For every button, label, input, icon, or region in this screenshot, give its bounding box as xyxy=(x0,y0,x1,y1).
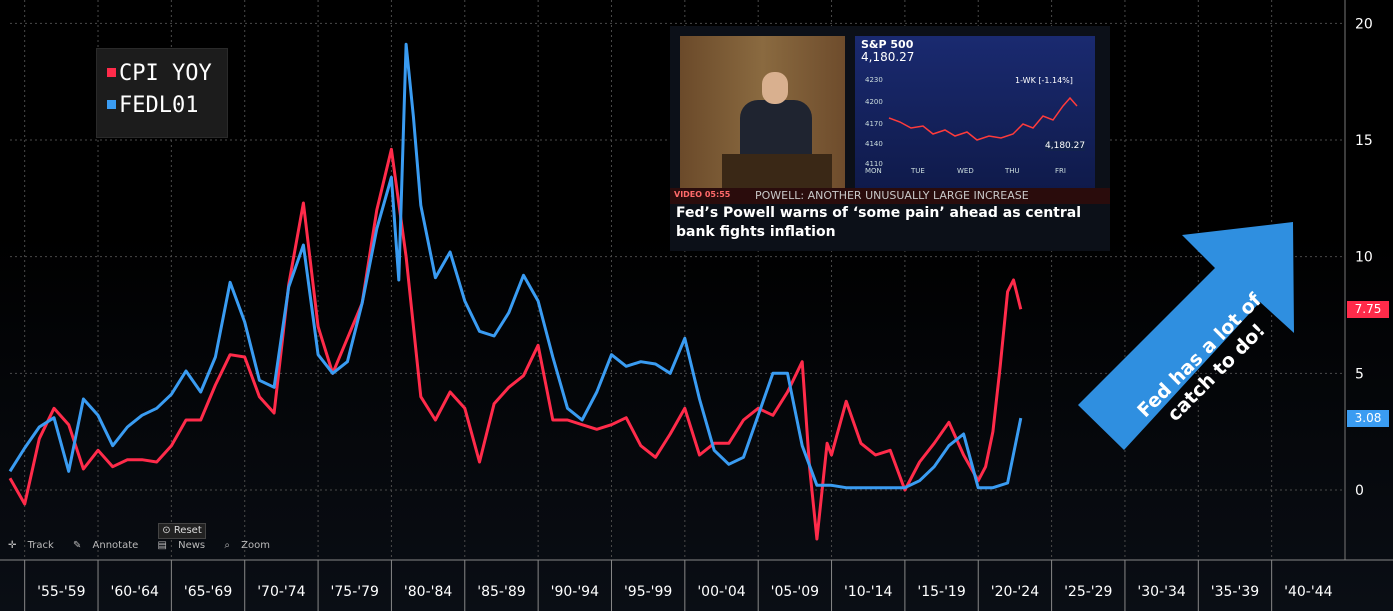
ticker-symbol: S&P 500 xyxy=(861,38,914,51)
ticker-panel: S&P 500 4,180.27 1-WK [-1.14%] 4230 4200… xyxy=(855,36,1095,191)
speaker-body xyxy=(740,100,812,162)
reset-button[interactable]: ⊙ Reset xyxy=(158,523,206,539)
ticker-last-price: 4,180.27 xyxy=(1045,141,1086,151)
reset-label: Reset xyxy=(173,525,202,536)
x-tick-label: '85-'89 xyxy=(477,584,525,600)
legend-swatch-cpi xyxy=(107,68,116,77)
news-strip: VIDEO 05:55 POWELL: ANOTHER UNUSUALLY LA… xyxy=(670,188,1110,204)
x-tick-label: '70-'74 xyxy=(257,584,305,600)
x-tick-label: '55-'59 xyxy=(37,584,85,600)
crosshair-icon: ✛ xyxy=(8,540,17,551)
ticker-xtick: WED xyxy=(957,167,974,175)
x-tick-label: '95-'99 xyxy=(624,584,672,600)
chart-toolbar: ✛ Track ✎ Annotate ▤ News ⌕ Zoom xyxy=(8,540,286,551)
x-tick-label: '90-'94 xyxy=(551,584,599,600)
ticker-xtick: FRI xyxy=(1055,167,1066,175)
ticker-ytick: 4170 xyxy=(865,120,883,128)
x-tick-label: '80-'84 xyxy=(404,584,452,600)
ticker-ytick: 4200 xyxy=(865,98,883,106)
y-tick-label: 10 xyxy=(1355,250,1373,266)
ticker-price: 4,180.27 xyxy=(861,50,915,64)
podium xyxy=(722,154,832,192)
ticker-xtick: MON xyxy=(865,167,882,175)
news-headline[interactable]: Fed’s Powell warns of ‘some pain’ ahead … xyxy=(676,205,1082,240)
x-tick-label: '15-'19 xyxy=(917,584,965,600)
series-line-cpi xyxy=(8,147,1023,541)
y-tick-label: 0 xyxy=(1355,483,1364,499)
x-tick-label: '75-'79 xyxy=(331,584,379,600)
y-tick-label: 5 xyxy=(1355,366,1364,382)
track-tool[interactable]: ✛ Track xyxy=(8,540,54,551)
last-value-tag-fed: 3.08 xyxy=(1347,410,1389,428)
x-tick-label: '40-'44 xyxy=(1284,584,1332,600)
speaker-head xyxy=(762,72,788,104)
y-tick-label: 20 xyxy=(1355,16,1373,32)
legend-label-fed: FEDL01 xyxy=(119,93,199,118)
legend-swatch-fed xyxy=(107,100,116,109)
x-tick-label: '60-'64 xyxy=(111,584,159,600)
zoom-tool[interactable]: ⌕ Zoom xyxy=(224,540,270,551)
series-line-fed xyxy=(8,42,1023,490)
ticker-ytick: 4140 xyxy=(865,140,883,148)
news-tool[interactable]: ▤ News xyxy=(157,540,206,551)
x-tick-label: '05-'09 xyxy=(771,584,819,600)
y-tick-label: 15 xyxy=(1355,133,1373,149)
x-tick-label: '25-'29 xyxy=(1064,584,1112,600)
legend-label-cpi: CPI YOY xyxy=(119,61,212,86)
ticker-ytick: 4110 xyxy=(865,160,883,168)
ticker-ytick: 4230 xyxy=(865,76,883,84)
newspaper-icon: ▤ xyxy=(157,540,167,551)
x-tick-label: '20-'24 xyxy=(991,584,1039,600)
ticker-sparkline xyxy=(888,96,1078,141)
x-tick-label: '30-'34 xyxy=(1137,584,1185,600)
ticker-xtick: TUE xyxy=(911,167,925,175)
ticker-range: 1-WK [-1.14%] xyxy=(1015,76,1073,85)
annotate-tool[interactable]: ✎ Annotate xyxy=(72,540,139,551)
last-value-tag-cpi: 7.75 xyxy=(1347,301,1389,319)
legend-entry-fed: FEDL01 xyxy=(107,93,198,118)
video-frame xyxy=(680,36,845,192)
video-duration: VIDEO 05:55 xyxy=(674,190,731,199)
x-tick-label: '00-'04 xyxy=(697,584,745,600)
x-tick-label: '35-'39 xyxy=(1211,584,1259,600)
legend: CPI YOY FEDL01 xyxy=(96,48,228,138)
legend-entry-cpi: CPI YOY xyxy=(107,61,212,86)
pen-icon: ✎ xyxy=(72,540,82,551)
magnifier-icon: ⌕ xyxy=(224,540,230,551)
breaking-text: POWELL: ANOTHER UNUSUALLY LARGE INCREASE xyxy=(755,189,1029,202)
x-tick-label: '10-'14 xyxy=(844,584,892,600)
x-tick-label: '65-'69 xyxy=(184,584,232,600)
news-clip[interactable]: S&P 500 4,180.27 1-WK [-1.14%] 4230 4200… xyxy=(670,26,1110,251)
ticker-xtick: THU xyxy=(1005,167,1020,175)
